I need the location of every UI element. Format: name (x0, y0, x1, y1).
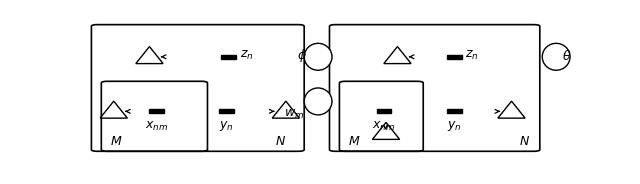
Bar (221, 55, 236, 59)
Text: $x_{nm}$: $x_{nm}$ (372, 120, 396, 133)
Text: $N$: $N$ (519, 135, 531, 148)
Text: $y_n$: $y_n$ (447, 119, 462, 133)
Ellipse shape (304, 43, 332, 70)
Ellipse shape (304, 88, 332, 115)
Bar (219, 109, 234, 114)
Text: $y_n$: $y_n$ (219, 119, 234, 133)
Text: $z_n$: $z_n$ (240, 49, 253, 62)
Text: $z_n$: $z_n$ (465, 49, 479, 62)
Bar (150, 109, 164, 114)
Text: $M$: $M$ (348, 135, 360, 148)
Bar (447, 109, 462, 114)
Bar (447, 55, 462, 59)
Bar (376, 109, 392, 114)
Text: $M$: $M$ (110, 135, 122, 148)
Text: $x_{nm}$: $x_{nm}$ (145, 120, 168, 133)
Text: $\phi$: $\phi$ (298, 47, 307, 64)
Text: $w_m$: $w_m$ (284, 108, 304, 121)
Text: $\theta$: $\theta$ (563, 49, 572, 63)
Text: $N$: $N$ (275, 135, 286, 148)
Ellipse shape (542, 43, 570, 70)
